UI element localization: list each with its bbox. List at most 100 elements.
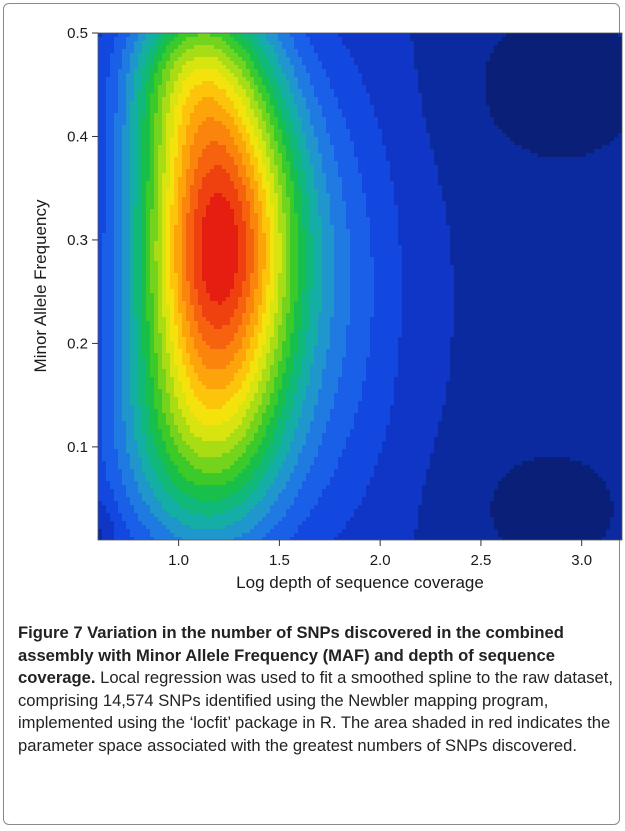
heatmap-cell bbox=[598, 117, 603, 122]
heatmap-cell bbox=[378, 157, 383, 162]
heatmap-cell bbox=[302, 61, 307, 66]
heatmap-cell bbox=[490, 73, 495, 78]
heatmap-cell bbox=[438, 101, 443, 106]
heatmap-cell bbox=[606, 65, 611, 70]
heatmap-cell bbox=[546, 149, 551, 154]
heatmap-cell bbox=[542, 177, 547, 182]
heatmap-cell bbox=[98, 33, 103, 38]
heatmap-cell bbox=[234, 61, 239, 66]
heatmap-cell bbox=[346, 145, 351, 150]
heatmap-cell bbox=[174, 93, 179, 98]
heatmap-cell bbox=[334, 85, 339, 90]
heatmap-cell bbox=[198, 101, 203, 106]
heatmap-cell bbox=[406, 161, 411, 166]
heatmap-cell bbox=[382, 181, 387, 186]
heatmap-cell bbox=[122, 81, 127, 86]
heatmap-cell bbox=[414, 141, 419, 146]
heatmap-cell bbox=[274, 133, 279, 138]
heatmap-cell bbox=[338, 165, 343, 170]
heatmap-cell bbox=[346, 109, 351, 114]
heatmap-cell bbox=[290, 37, 295, 42]
heatmap-cell bbox=[534, 81, 539, 86]
heatmap-cell bbox=[502, 125, 507, 130]
heatmap-cell bbox=[366, 41, 371, 46]
heatmap-cell bbox=[606, 93, 611, 98]
heatmap-cell bbox=[426, 49, 431, 54]
heatmap-cell bbox=[546, 97, 551, 102]
heatmap-cell bbox=[478, 173, 483, 178]
heatmap-cell bbox=[294, 89, 299, 94]
heatmap-cell bbox=[518, 113, 523, 118]
heatmap-cell bbox=[138, 65, 143, 70]
heatmap-cell bbox=[490, 105, 495, 110]
heatmap-cell bbox=[166, 101, 171, 106]
heatmap-cell bbox=[558, 161, 563, 166]
heatmap-cell bbox=[338, 125, 343, 130]
heatmap-cell bbox=[358, 69, 363, 74]
heatmap-cell bbox=[98, 73, 103, 78]
heatmap-cell bbox=[470, 33, 475, 38]
heatmap-cell bbox=[358, 129, 363, 134]
heatmap-cell bbox=[342, 169, 347, 174]
heatmap-cell bbox=[530, 129, 535, 134]
heatmap-cell bbox=[442, 105, 447, 110]
heatmap-cell bbox=[134, 173, 139, 178]
heatmap-cell bbox=[98, 121, 103, 126]
heatmap-cell bbox=[314, 69, 319, 74]
heatmap-cell bbox=[614, 169, 619, 174]
heatmap-cell bbox=[134, 185, 139, 190]
heatmap-cell bbox=[382, 145, 387, 150]
heatmap-cell bbox=[374, 45, 379, 50]
heatmap-cell bbox=[498, 129, 503, 134]
heatmap-cell bbox=[254, 37, 259, 42]
heatmap-cell bbox=[478, 141, 483, 146]
heatmap-cell bbox=[490, 141, 495, 146]
heatmap-cell bbox=[322, 129, 327, 134]
heatmap-cell bbox=[594, 161, 599, 166]
heatmap-cell bbox=[378, 69, 383, 74]
heatmap-cell bbox=[162, 181, 167, 186]
heatmap-cell bbox=[482, 81, 487, 86]
heatmap-cell bbox=[134, 49, 139, 54]
heatmap-cell bbox=[178, 65, 183, 70]
heatmap-cell bbox=[210, 117, 215, 122]
heatmap-cell bbox=[278, 137, 283, 142]
heatmap-cell bbox=[378, 153, 383, 158]
heatmap-cell bbox=[234, 89, 239, 94]
heatmap-cell bbox=[114, 89, 119, 94]
heatmap-cell bbox=[330, 113, 335, 118]
heatmap-cell bbox=[246, 61, 251, 66]
heatmap-cell bbox=[226, 101, 231, 106]
heatmap-cell bbox=[402, 113, 407, 118]
heatmap-cell bbox=[362, 53, 367, 58]
heatmap-cell bbox=[254, 49, 259, 54]
heatmap-cell bbox=[534, 145, 539, 150]
heatmap-cell bbox=[114, 141, 119, 146]
heatmap-cell bbox=[614, 141, 619, 146]
heatmap-cell bbox=[262, 153, 267, 158]
heatmap-cell bbox=[410, 97, 415, 102]
heatmap-cell bbox=[114, 129, 119, 134]
heatmap-cell bbox=[438, 41, 443, 46]
heatmap-cell bbox=[122, 89, 127, 94]
heatmap-cell bbox=[594, 69, 599, 74]
heatmap-cell bbox=[466, 137, 471, 142]
heatmap-cell bbox=[218, 49, 223, 54]
heatmap-cell bbox=[570, 61, 575, 66]
heatmap-cell bbox=[586, 157, 591, 162]
heatmap-cell bbox=[406, 81, 411, 86]
heatmap-cell bbox=[390, 85, 395, 90]
heatmap-cell bbox=[326, 45, 331, 50]
heatmap-cell bbox=[418, 37, 423, 42]
heatmap-cell bbox=[374, 121, 379, 126]
heatmap-cell bbox=[266, 137, 271, 142]
heatmap-cell bbox=[486, 105, 491, 110]
heatmap-cell bbox=[522, 177, 527, 182]
heatmap-cell bbox=[614, 77, 619, 82]
heatmap-cell bbox=[406, 37, 411, 42]
heatmap-cell bbox=[126, 129, 131, 134]
heatmap-cell bbox=[318, 45, 323, 50]
heatmap-cell bbox=[246, 41, 251, 46]
heatmap-cell bbox=[502, 81, 507, 86]
heatmap-cell bbox=[454, 165, 459, 170]
